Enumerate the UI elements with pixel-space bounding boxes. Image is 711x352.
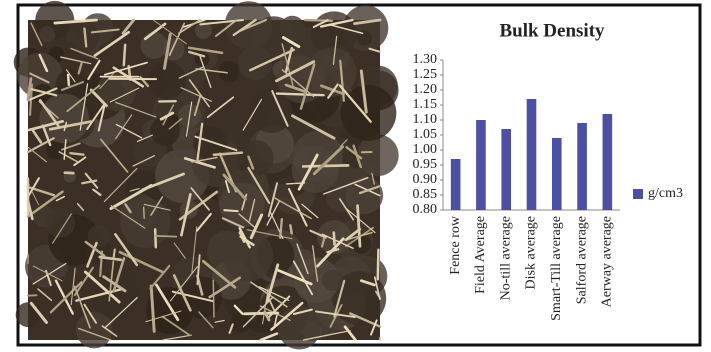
legend-swatch <box>633 189 643 199</box>
x-tick-label: No-till average <box>498 216 513 300</box>
soil-clod <box>45 208 75 238</box>
straw <box>70 153 83 154</box>
bar <box>476 120 486 210</box>
straw <box>68 75 69 85</box>
soil-clod <box>292 146 339 193</box>
straw <box>224 210 237 211</box>
straw <box>124 45 125 65</box>
soil-clod <box>322 270 343 291</box>
legend-label: g/cm3 <box>648 186 683 201</box>
chart-title: Bulk Density <box>499 20 605 41</box>
x-tick-label: Salford average <box>574 216 589 304</box>
x-tick-label: Smart-Till average <box>549 216 564 321</box>
y-tick-label: 0.95 <box>413 157 438 172</box>
straw <box>213 280 214 317</box>
straw <box>155 229 156 247</box>
straw <box>378 250 379 280</box>
straw <box>277 94 324 96</box>
soil-clod <box>341 85 397 141</box>
y-tick-label: 1.10 <box>413 112 438 127</box>
x-tick-label: Fence row <box>448 215 463 275</box>
soil-clod <box>357 134 399 176</box>
straw <box>156 236 177 237</box>
straw <box>245 313 278 314</box>
straw <box>144 207 145 218</box>
y-tick-label: 0.90 <box>413 172 438 187</box>
y-tick-label: 1.25 <box>413 67 438 82</box>
bar <box>527 99 537 210</box>
y-tick-label: 0.85 <box>413 187 438 202</box>
y-tick-label: 1.30 <box>413 52 438 67</box>
bar <box>577 123 587 210</box>
y-tick-label: 0.80 <box>413 202 438 217</box>
soil-clod <box>16 302 41 327</box>
soil-clod <box>88 225 111 248</box>
page: Bulk Density 0.800.850.900.951.001.051.1… <box>0 0 711 352</box>
x-tick-label: Aerway average <box>600 216 615 307</box>
soil-clod <box>140 32 167 59</box>
soil-clod <box>222 230 273 281</box>
bar <box>552 138 562 210</box>
y-tick-label: 1.20 <box>413 82 438 97</box>
straw <box>290 225 291 233</box>
soil-clod <box>180 276 222 318</box>
bar <box>451 159 461 210</box>
y-tick-label: 1.05 <box>413 127 438 142</box>
soil-clod <box>39 26 55 42</box>
bar <box>501 129 511 210</box>
x-tick-label: Field Average <box>473 216 488 294</box>
x-tick-label: Disk average <box>524 216 539 289</box>
straw <box>334 233 335 245</box>
y-tick-label: 1.15 <box>413 97 438 112</box>
soil-photo <box>14 1 399 350</box>
bar <box>603 114 613 210</box>
soil-clod <box>120 198 170 248</box>
straw <box>280 219 282 238</box>
y-tick-label: 1.00 <box>413 142 438 157</box>
